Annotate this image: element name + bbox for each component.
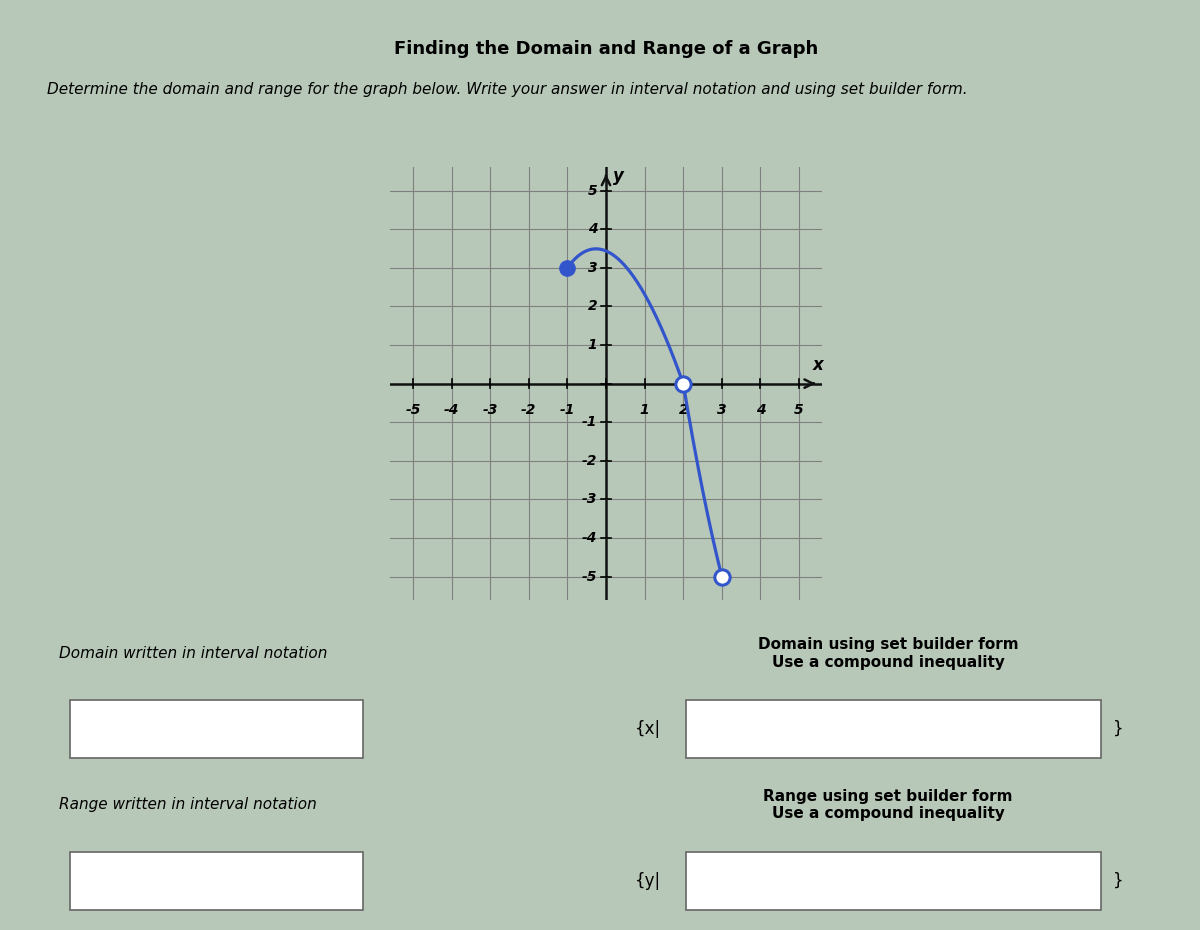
FancyBboxPatch shape	[70, 852, 364, 910]
Text: 2: 2	[678, 403, 688, 417]
Text: -5: -5	[582, 570, 598, 584]
Text: 2: 2	[588, 299, 598, 313]
Text: -2: -2	[582, 454, 598, 468]
Text: Domain using set builder form
Use a compound inequality: Domain using set builder form Use a comp…	[757, 637, 1019, 670]
Text: -1: -1	[559, 403, 575, 417]
Text: -1: -1	[582, 415, 598, 430]
Text: -4: -4	[444, 403, 460, 417]
Text: Determine the domain and range for the graph below. Write your answer in interva: Determine the domain and range for the g…	[48, 83, 968, 98]
Text: }: }	[1112, 720, 1123, 738]
Text: 3: 3	[718, 403, 727, 417]
Text: -3: -3	[582, 493, 598, 507]
Text: Finding the Domain and Range of a Graph: Finding the Domain and Range of a Graph	[394, 40, 818, 58]
Text: {y|: {y|	[635, 871, 661, 890]
Text: Range using set builder form
Use a compound inequality: Range using set builder form Use a compo…	[763, 789, 1013, 821]
Text: -4: -4	[582, 531, 598, 545]
Text: 1: 1	[640, 403, 649, 417]
Text: }: }	[1112, 871, 1123, 890]
Text: 1: 1	[588, 338, 598, 352]
Text: y: y	[613, 166, 624, 185]
FancyBboxPatch shape	[686, 700, 1102, 758]
Text: 4: 4	[756, 403, 766, 417]
Text: 5: 5	[794, 403, 804, 417]
FancyBboxPatch shape	[686, 852, 1102, 910]
Text: Range written in interval notation: Range written in interval notation	[59, 797, 317, 813]
Text: x: x	[812, 356, 823, 374]
Text: {x|: {x|	[635, 720, 661, 738]
Text: 3: 3	[588, 260, 598, 274]
Text: -2: -2	[521, 403, 536, 417]
Text: Domain written in interval notation: Domain written in interval notation	[59, 645, 326, 661]
Text: -3: -3	[482, 403, 498, 417]
FancyBboxPatch shape	[70, 700, 364, 758]
Text: -5: -5	[406, 403, 421, 417]
Text: 5: 5	[588, 183, 598, 197]
Text: 4: 4	[588, 222, 598, 236]
